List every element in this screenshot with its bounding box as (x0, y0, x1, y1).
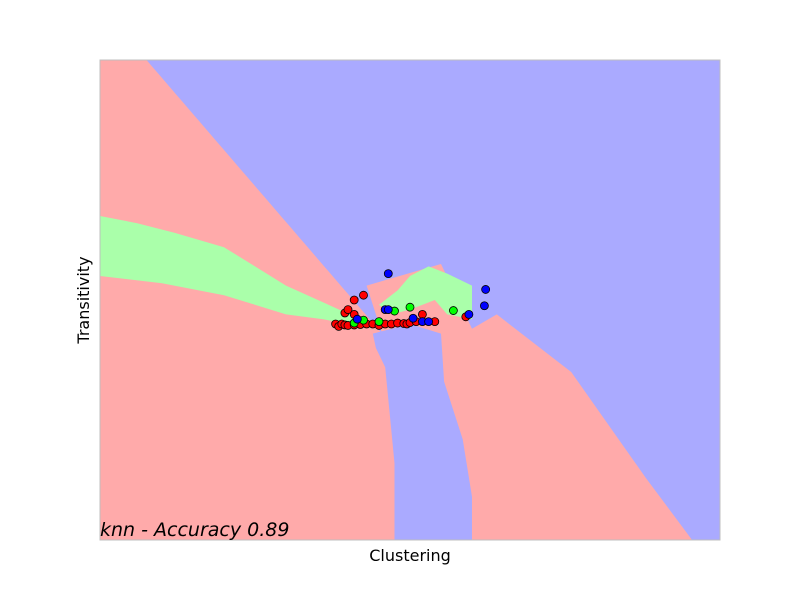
blue-point-5 (424, 317, 434, 327)
region-blue-upper (146, 60, 720, 540)
red-point-24 (359, 290, 368, 300)
y-axis-label: Transitivity (74, 256, 93, 344)
region-blue-lower (372, 324, 472, 540)
x-axis-label: Clustering (369, 546, 451, 565)
blue-point-0 (352, 314, 362, 324)
blue-point-7 (383, 269, 393, 279)
green-point-3 (405, 302, 415, 312)
blue-point-6 (464, 309, 474, 319)
region-green-right (379, 266, 472, 320)
red-point-22 (343, 305, 353, 315)
red-point-23 (349, 295, 359, 305)
blue-point-8 (479, 301, 489, 311)
blue-point-9 (481, 285, 491, 294)
accuracy-annotation: knn - Accuracy 0.89 (100, 519, 289, 541)
green-point-1 (374, 317, 384, 327)
region-green-left (100, 216, 361, 327)
red-point-17 (417, 309, 427, 319)
green-point-4 (448, 306, 458, 315)
blue-point-2 (383, 305, 393, 315)
plot-frame (99, 59, 721, 541)
scatter-points (331, 269, 491, 331)
blue-point-3 (408, 313, 418, 323)
decision-regions (100, 60, 720, 540)
